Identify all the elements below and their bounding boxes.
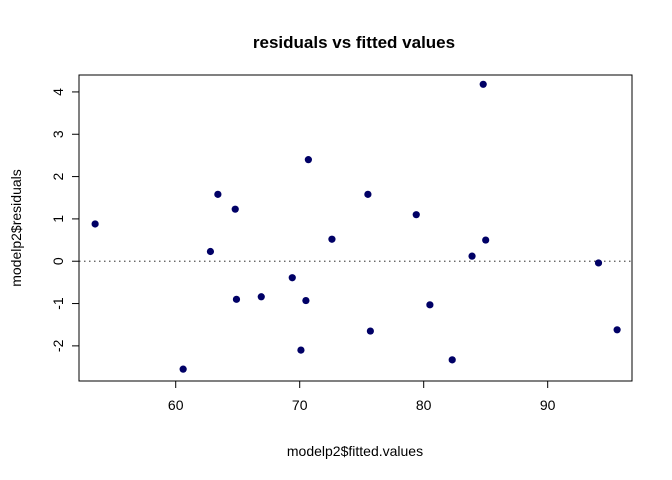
y-tick-label: 2 bbox=[50, 172, 66, 180]
plot-frame bbox=[78, 74, 633, 382]
x-tick-label: 90 bbox=[540, 397, 556, 413]
data-point bbox=[426, 301, 434, 309]
data-point bbox=[206, 247, 215, 256]
data-point bbox=[412, 211, 420, 219]
data-point bbox=[297, 346, 305, 354]
data-point bbox=[328, 235, 336, 243]
data-point bbox=[366, 327, 374, 335]
x-axis-label: modelp2$fitted.values bbox=[287, 443, 423, 459]
y-tick-label: 4 bbox=[50, 88, 66, 96]
y-axis: -2 -1 0 1 2 3 4 bbox=[50, 88, 80, 352]
data-point bbox=[214, 190, 222, 198]
data-point bbox=[482, 236, 490, 244]
data-point bbox=[364, 190, 372, 198]
data-point bbox=[179, 365, 187, 373]
y-tick-label: -1 bbox=[50, 297, 66, 310]
data-point bbox=[468, 252, 476, 260]
data-point bbox=[304, 156, 312, 164]
data-point bbox=[479, 80, 487, 88]
x-tick-label: 60 bbox=[168, 397, 184, 413]
data-point bbox=[302, 296, 310, 305]
chart-title: residuals vs fitted values bbox=[253, 33, 455, 52]
y-axis-label: modelp2$residuals bbox=[8, 169, 24, 287]
y-tick-label: 3 bbox=[50, 130, 66, 138]
data-point bbox=[288, 274, 296, 282]
x-axis: 60 70 80 90 bbox=[168, 380, 556, 413]
x-tick-label: 70 bbox=[292, 397, 308, 413]
data-point bbox=[232, 295, 241, 303]
y-tick-label: 1 bbox=[50, 215, 66, 223]
y-tick-label: 0 bbox=[50, 257, 66, 265]
y-tick-label: -2 bbox=[50, 339, 66, 352]
data-point bbox=[257, 293, 265, 301]
data-point bbox=[231, 205, 239, 213]
data-point bbox=[448, 356, 456, 364]
data-point bbox=[91, 220, 99, 228]
data-point bbox=[613, 326, 621, 334]
x-tick-label: 80 bbox=[416, 397, 432, 413]
data-points bbox=[91, 80, 621, 373]
data-point bbox=[594, 259, 603, 267]
